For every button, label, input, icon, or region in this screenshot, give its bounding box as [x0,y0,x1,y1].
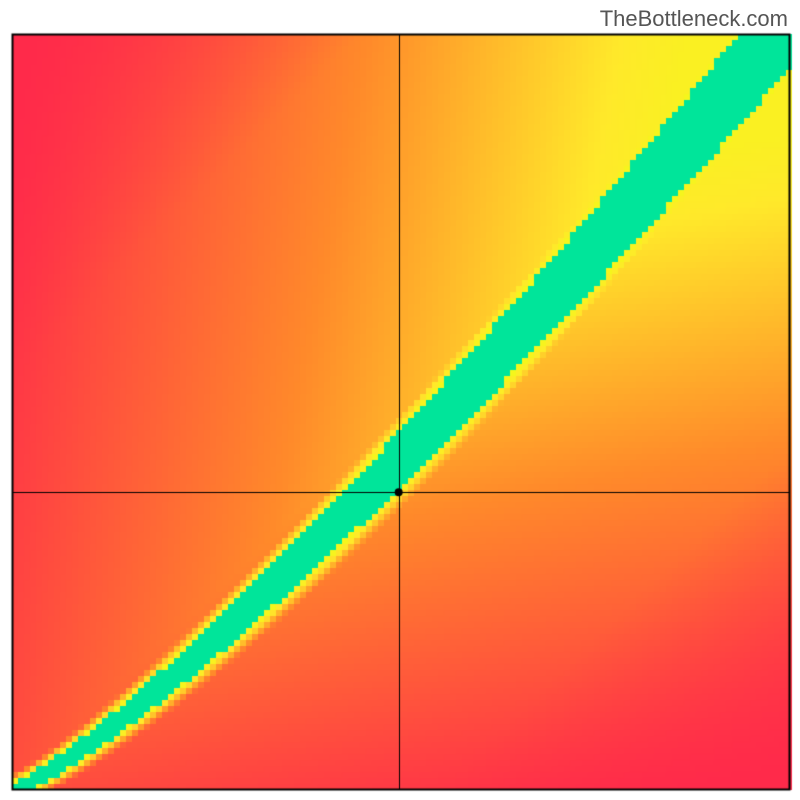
bottleneck-heatmap [0,0,800,800]
watermark-text: TheBottleneck.com [600,6,788,32]
chart-container: TheBottleneck.com [0,0,800,800]
